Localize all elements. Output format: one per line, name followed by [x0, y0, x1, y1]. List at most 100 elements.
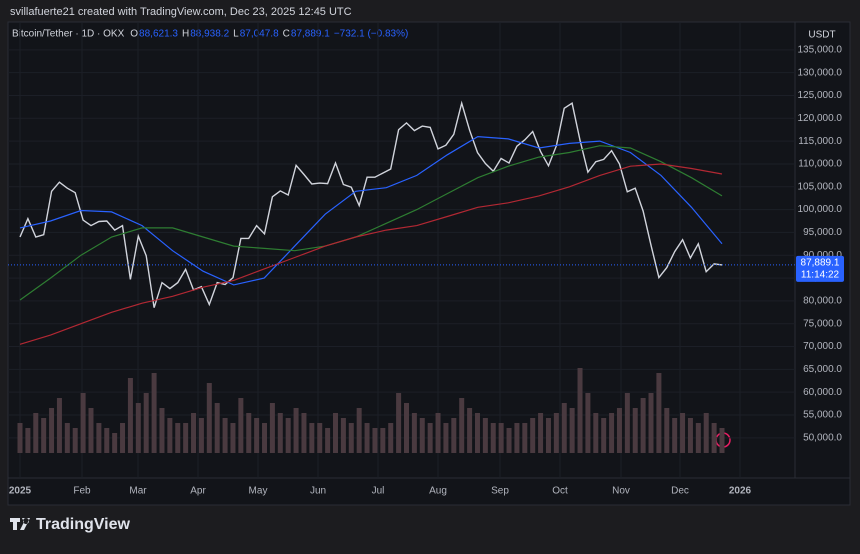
volume-bar — [120, 423, 126, 453]
ohlc-label: O — [130, 29, 138, 40]
x-tick-label: Jun — [310, 486, 326, 497]
x-tick-label: 2026 — [729, 486, 752, 497]
volume-bar — [80, 393, 86, 453]
volume-bar — [435, 413, 441, 453]
y-tick-label: 115,000.0 — [798, 136, 842, 147]
volume-bar — [167, 418, 173, 453]
volume-bar — [396, 393, 402, 453]
volume-bar — [467, 408, 473, 453]
y-tick-label: 80,000.0 — [803, 296, 842, 307]
volume-bar — [451, 418, 457, 453]
volume-bar — [269, 403, 275, 453]
volume-bar — [317, 423, 323, 453]
volume-bar — [569, 408, 575, 453]
volume-bar — [443, 423, 449, 453]
y-tick-label: 120,000.0 — [798, 113, 843, 124]
volume-bar — [198, 418, 204, 453]
price-tag — [796, 255, 844, 282]
volume-bar — [143, 393, 149, 453]
y-tick-label: 135,000.0 — [798, 44, 843, 55]
y-tick-label: 60,000.0 — [803, 387, 842, 398]
ohlc-value: 88,621.3 — [139, 29, 178, 40]
volume-bar — [348, 423, 354, 453]
volume-bar — [609, 413, 615, 453]
volume-bar — [17, 423, 23, 453]
attribution: svillafuerte21 created with TradingView.… — [10, 6, 352, 18]
volume-bar — [585, 393, 591, 453]
volume-bar — [214, 403, 220, 453]
volume-bar — [482, 418, 488, 453]
price-line — [19, 100, 723, 308]
volume-bar — [49, 408, 55, 453]
volume-bar — [545, 418, 551, 453]
volume-bar — [538, 413, 544, 453]
volume-bar — [135, 403, 141, 453]
volume-bar — [88, 408, 94, 453]
x-tick-label: 2025 — [9, 486, 32, 497]
volume-bar — [183, 423, 189, 453]
y-tick-label: 75,000.0 — [803, 318, 842, 329]
x-tick-label: Oct — [552, 486, 568, 497]
volume-bar — [506, 428, 512, 453]
volume-bar — [246, 413, 252, 453]
volume-bar — [238, 398, 244, 453]
y-tick-label: 130,000.0 — [798, 67, 843, 78]
moving-average — [19, 135, 723, 286]
brand: TradingView — [36, 516, 131, 533]
volume-bar — [25, 428, 31, 453]
volume-bar — [490, 423, 496, 453]
volume-bar — [624, 393, 630, 453]
volume-bar — [459, 398, 465, 453]
volume-bar — [333, 413, 339, 453]
volume-bar — [474, 413, 480, 453]
volume-bar — [719, 428, 725, 453]
change: −732.1 (−0.83%) — [334, 29, 409, 40]
volume-bar — [616, 408, 622, 453]
volume-bar — [601, 418, 607, 453]
volume-bar — [561, 403, 567, 453]
volume-bar — [230, 423, 236, 453]
volume-bar — [703, 413, 709, 453]
volume-bar — [640, 398, 646, 453]
volume-bar — [175, 423, 181, 453]
volume-bar — [206, 383, 212, 453]
volume-bar — [695, 423, 701, 453]
volume-bar — [72, 428, 78, 453]
logo: TradingView — [10, 516, 131, 533]
volume-bar — [403, 403, 409, 453]
volume-bar — [388, 423, 394, 453]
volume-bar — [593, 413, 599, 453]
volume-bar — [285, 418, 291, 453]
volume-bar — [577, 368, 583, 453]
y-tick-label: 95,000.0 — [803, 227, 842, 238]
y-tick-label: 105,000.0 — [798, 181, 843, 192]
ohlc-label: L — [233, 29, 239, 40]
currency: USDT — [808, 30, 835, 41]
volume-bar — [380, 428, 386, 453]
volume-bar — [64, 423, 70, 453]
volume-bar — [664, 408, 670, 453]
x-tick-label: Nov — [612, 486, 630, 497]
logo-icon — [10, 518, 30, 530]
x-tick-label: Feb — [73, 486, 91, 497]
ohlc-label: H — [182, 29, 189, 40]
x-tick-label: Mar — [129, 486, 147, 497]
countdown: 11:14:22 — [801, 270, 840, 281]
x-tick-label: May — [249, 486, 268, 497]
y-tick-label: 90,000.0 — [803, 250, 842, 261]
x-tick-label: Apr — [190, 486, 206, 497]
volume-bar — [522, 423, 528, 453]
volume-bar — [277, 413, 283, 453]
volume-bar — [112, 433, 118, 453]
ohlc-value: 87,889.1 — [291, 29, 330, 40]
y-tick-label: 55,000.0 — [803, 410, 842, 421]
volume-bar — [530, 418, 536, 453]
x-tick-label: Jul — [372, 486, 385, 497]
volume-bar — [656, 373, 662, 453]
volume-bar — [262, 423, 268, 453]
volume-bar — [672, 418, 678, 453]
volume-bar — [648, 393, 654, 453]
volume-bar — [96, 423, 102, 453]
volume-bar — [632, 408, 638, 453]
